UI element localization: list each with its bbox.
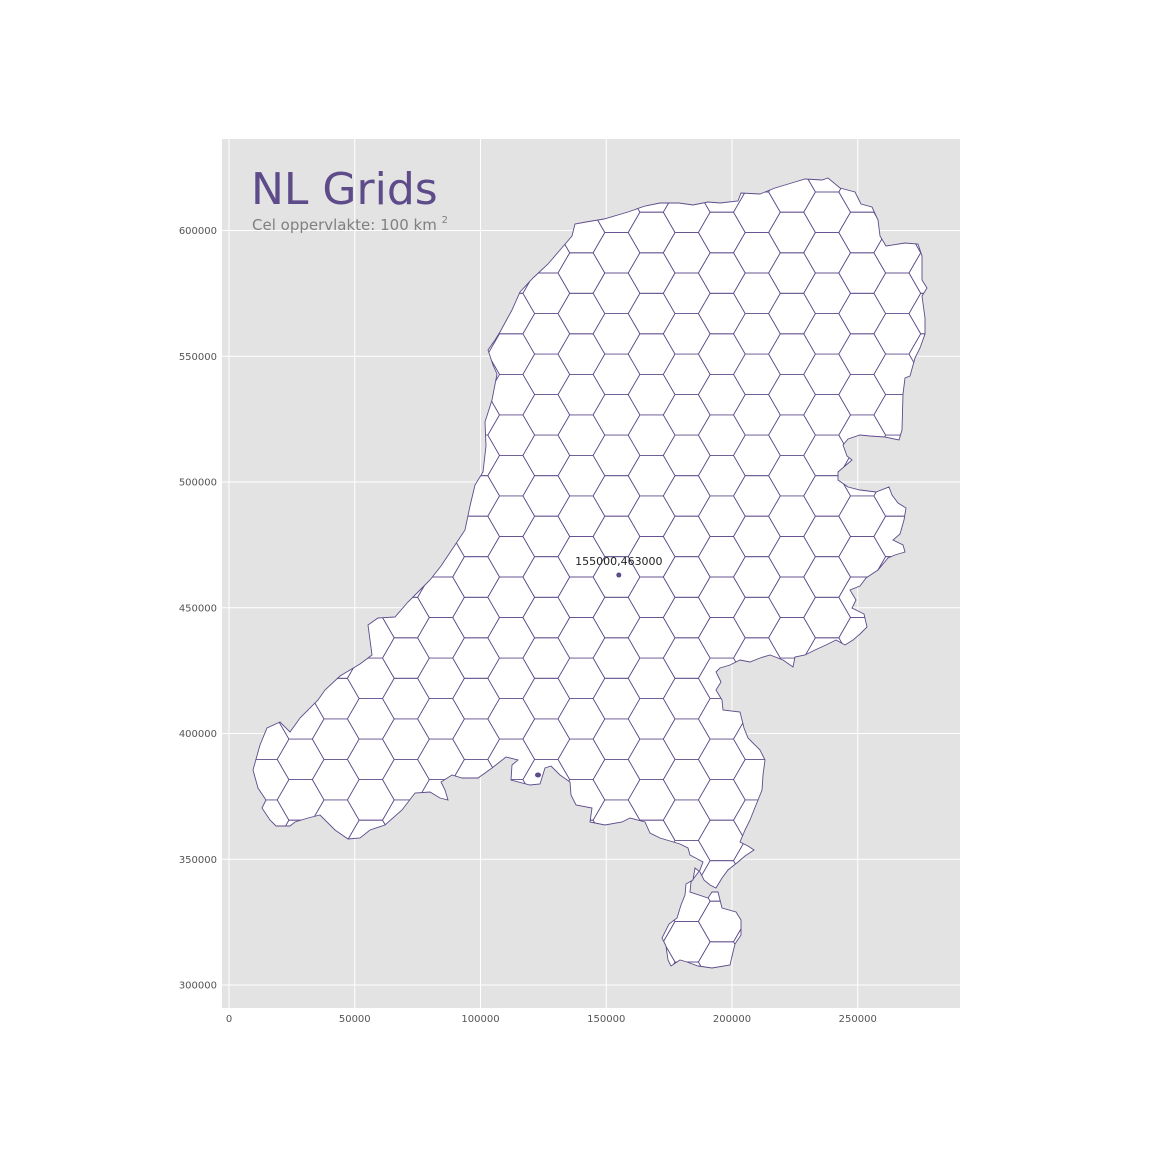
subtitle-superscript: 2 (442, 215, 448, 226)
netherlands-landmass (253, 178, 927, 968)
map-subtitle: Cel oppervlakte: 100 km 2 (252, 215, 448, 234)
y-tick-label: 300000 (179, 981, 217, 992)
island (535, 772, 541, 778)
location-marker-label: 155000,463000 (575, 555, 662, 568)
y-tick-label: 350000 (179, 855, 217, 866)
y-tick-label: 550000 (179, 352, 217, 363)
y-tick-label: 400000 (179, 729, 217, 740)
y-tick-label: 600000 (179, 226, 217, 237)
map-title: NL Grids (251, 164, 438, 215)
hex-cell (908, 333, 927, 375)
islands (535, 772, 541, 778)
location-marker (616, 572, 622, 578)
x-tick-label: 0 (226, 1014, 232, 1025)
netherlands-outline (252, 177, 928, 969)
y-axis-ticks: 600000 550000 500000 450000 400000 350000 3000… (179, 226, 217, 992)
subtitle-text: Cel oppervlakte: 100 km (252, 216, 437, 234)
y-tick-label: 500000 (179, 478, 217, 489)
hex-cell (908, 292, 927, 335)
y-tick-label: 450000 (179, 603, 217, 614)
x-tick-label: 250000 (839, 1014, 877, 1025)
x-tick-label: 100000 (461, 1014, 499, 1025)
x-axis-ticks: 0 50000 100000 150000 200000 250000 (226, 1014, 877, 1025)
x-tick-label: 150000 (587, 1014, 625, 1025)
hex-cell (908, 252, 927, 294)
x-tick-label: 200000 (713, 1014, 751, 1025)
x-tick-label: 50000 (339, 1014, 371, 1025)
